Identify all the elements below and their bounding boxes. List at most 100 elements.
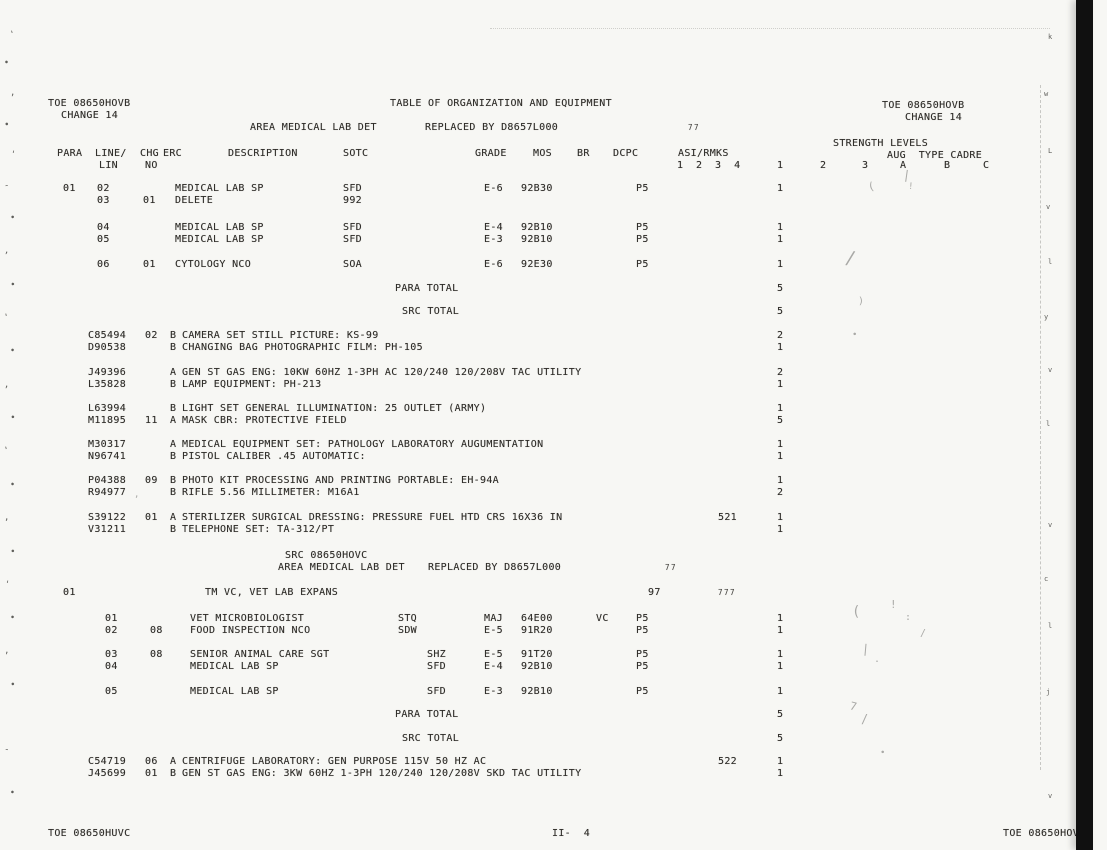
replaced-by-note: REPLACED BY D8657L000: [425, 122, 559, 133]
scan-artifact: ∙: [3, 119, 10, 131]
column-header-para: PARA: [57, 148, 83, 159]
line-number: 04: [97, 222, 110, 233]
chg-number: 09: [145, 475, 158, 486]
column-header-no-sub: NO: [145, 160, 158, 171]
erc-code: B: [170, 487, 177, 498]
column-header-chg: CHG: [140, 148, 160, 159]
equipment-description: GEN ST GAS ENG: 10KW 60HZ 1-3PH AC 120/2…: [182, 367, 582, 378]
chg-number: 02: [145, 330, 158, 341]
strength-quantity: 1: [777, 234, 784, 245]
dcpc-code: P5: [636, 222, 649, 233]
para-total-quantity: 5: [777, 283, 784, 294]
para-number: 01: [63, 587, 76, 598]
equipment-quantity: 1: [777, 439, 784, 450]
dcpc-code: P5: [636, 649, 649, 660]
lin-number: C54719: [88, 756, 127, 767]
scan-artifact: ,: [3, 645, 10, 657]
lin-number: V31211: [88, 524, 127, 535]
scan-artifact: ': [2, 445, 11, 457]
sqtc-code: SFD: [343, 183, 363, 194]
footer-page-number: II- 4: [552, 828, 591, 839]
lin-number: L35828: [88, 379, 127, 390]
erc-code: B: [170, 451, 177, 462]
line-number: 03: [105, 649, 118, 660]
scan-artifact: 7: [848, 699, 859, 714]
footer-toe-right: TOE 08650HOVC: [1003, 828, 1086, 839]
position-description: MEDICAL LAB SP: [175, 222, 264, 233]
equipment-quantity: 1: [777, 451, 784, 462]
equipment-description: LAMP EQUIPMENT: PH-213: [182, 379, 322, 390]
sqtc-code: SFD: [427, 661, 447, 672]
column-header-mos: MOS: [533, 148, 553, 159]
equipment-description: CAMERA SET STILL PICTURE: KS-99: [182, 330, 379, 341]
dcpc-code: P5: [636, 234, 649, 245]
position-description: MEDICAL LAB SP: [190, 686, 279, 697]
scan-artifact: ': [8, 29, 17, 41]
src-total-quantity: 5: [777, 733, 784, 744]
erc-code: B: [170, 403, 177, 414]
chg-number: 01: [145, 512, 158, 523]
sqtc-code: SFD: [343, 222, 363, 233]
scan-artifact: c: [1044, 575, 1049, 583]
scan-speckle-line: [490, 28, 1050, 29]
scan-artifact: ∙: [9, 479, 17, 491]
change-number-right: CHANGE 14: [905, 112, 963, 123]
chg-number: 08: [150, 625, 163, 636]
mos-code: 91R20: [521, 625, 553, 636]
erc-code: B: [170, 524, 177, 535]
replaced-by-note: REPLACED BY D8657L000: [428, 562, 562, 573]
footer-toe-left: TOE 08650HUVC: [48, 828, 131, 839]
scan-artifact: w: [1044, 90, 1049, 98]
strength-column-label: B: [944, 160, 951, 171]
column-header-grade: GRADE: [475, 148, 507, 159]
scan-artifact: (: [866, 179, 876, 194]
equipment-quantity: 2: [777, 487, 784, 498]
dcpc-code: P5: [636, 686, 649, 697]
src-number: SRC 08650HOVC: [285, 550, 368, 561]
toe-number-right: TOE 08650HOVB: [882, 100, 965, 111]
sqtc-code: SFD: [343, 234, 363, 245]
scan-artifact: !: [907, 181, 914, 193]
strength-quantity: 1: [777, 222, 784, 233]
scan-artifact: l: [1048, 622, 1053, 630]
scan-artifact: :: [905, 612, 912, 623]
branch-code: VC: [596, 613, 609, 624]
column-header-erc: ERC: [163, 148, 183, 159]
position-description: FOOD INSPECTION NCO: [190, 625, 311, 636]
scan-artifact: -: [3, 180, 11, 192]
equipment-quantity: 1: [777, 768, 784, 779]
sqtc-code: SDW: [398, 625, 418, 636]
column-header-line: LINE/: [95, 148, 127, 159]
dcpc-code: P5: [636, 259, 649, 270]
erc-code: B: [170, 475, 177, 486]
dcpc-code: P5: [636, 625, 649, 636]
erc-code: A: [170, 512, 177, 523]
mos-code: 92B10: [521, 222, 553, 233]
remark-marks: 77: [665, 563, 678, 572]
para-description: TM VC, VET LAB EXPANS: [205, 587, 339, 598]
lin-number: M11895: [88, 415, 127, 426]
mos-code: 92B10: [521, 234, 553, 245]
strength-column-label: 2: [820, 160, 827, 171]
chg-number: 08: [150, 649, 163, 660]
lin-number: D90538: [88, 342, 127, 353]
equipment-quantity: 1: [777, 512, 784, 523]
para-total-label: PARA TOTAL: [395, 283, 459, 294]
scan-artifact: ,: [9, 87, 16, 99]
area-title: AREA MEDICAL LAB DET: [250, 122, 377, 133]
sqtc-code: STQ: [398, 613, 418, 624]
column-header-asi-rmks: ASI/RMKS: [678, 148, 729, 159]
mos-code: 92B30: [521, 183, 553, 194]
erc-code: A: [170, 756, 177, 767]
scan-artifact: ,: [4, 513, 10, 523]
equipment-description: GEN ST GAS ENG: 3KW 60HZ 1-3PH 120/240 1…: [182, 768, 582, 779]
lin-number: M30317: [88, 439, 127, 450]
erc-code: B: [170, 342, 177, 353]
src-total-quantity: 5: [777, 306, 784, 317]
scan-artifact: ∙: [9, 679, 16, 691]
scan-artifact: ': [8, 149, 17, 161]
erc-code: B: [170, 330, 177, 341]
line-number: 05: [97, 234, 110, 245]
change-number-left: CHANGE 14: [61, 110, 119, 121]
